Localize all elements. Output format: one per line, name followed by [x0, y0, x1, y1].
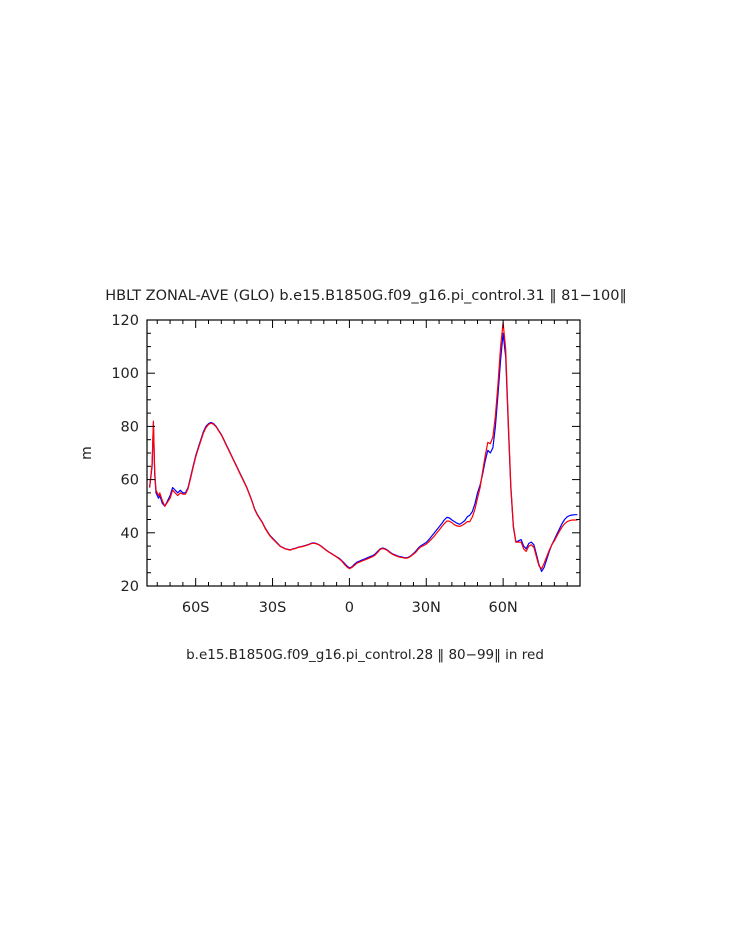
x-tick-label: 60N: [488, 600, 517, 616]
series-line-2: [149, 322, 578, 570]
y-tick-label: 120: [111, 313, 139, 329]
y-tick-label: 40: [121, 526, 139, 542]
y-tick-label: 60: [121, 473, 139, 489]
x-tick-label: 60S: [182, 600, 210, 616]
chart-caption: b.e15.B1850G.f09_g16.pi_control.28 ‖ 80−…: [186, 647, 544, 663]
x-tick-label: 0: [345, 600, 354, 616]
y-tick-label: 80: [121, 419, 139, 435]
axis-ticks: [147, 319, 581, 587]
tick-labels: 20 40 60 80 100 120 60S 30S 0 30N 60N: [111, 313, 517, 616]
y-tick-label: 100: [111, 366, 139, 382]
y-tick-label: 20: [121, 579, 139, 595]
x-tick-label: 30S: [259, 600, 287, 616]
series-group: [149, 322, 578, 573]
y-axis-label: m: [79, 446, 95, 460]
x-tick-label: 30N: [412, 600, 441, 616]
chart-title: HBLT ZONAL-AVE (GLO) b.e15.B1850G.f09_g1…: [105, 288, 626, 304]
